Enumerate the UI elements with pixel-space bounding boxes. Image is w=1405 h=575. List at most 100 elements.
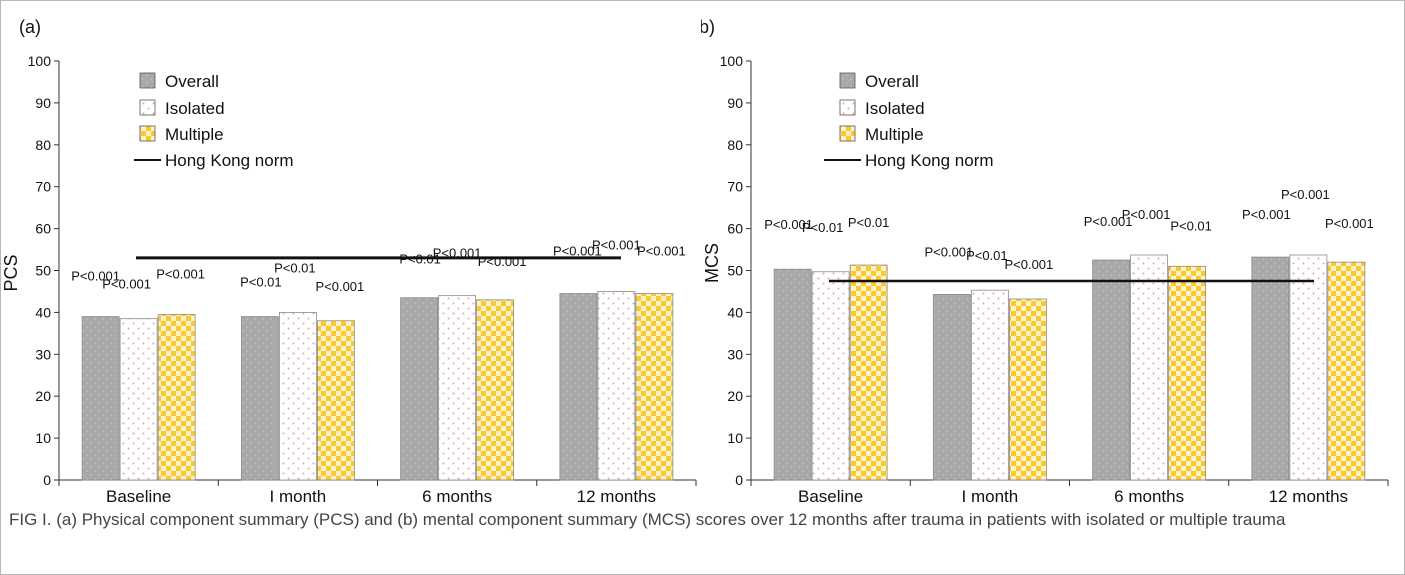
bar-multiple-1 (157, 314, 196, 481)
pvalue-label: P<0.001 (764, 217, 813, 232)
pvalue-label: P<0.001 (1084, 214, 1133, 229)
pvalue-label: P<0.01 (966, 248, 1008, 263)
pvalue-label: P<0.001 (553, 244, 602, 259)
x-tick-label: 12 months (1269, 487, 1348, 506)
pvalue-label: P<0.001 (71, 269, 120, 284)
x-tick-label: I month (962, 487, 1019, 506)
pvalue-label: P<0.01 (1170, 218, 1212, 233)
y-tick-label: 40 (35, 304, 51, 320)
legend: Overall Isolated Multiple Hong Kong norm (824, 72, 994, 170)
pvalue-label: P<0.001 (1325, 216, 1374, 231)
pvalue-label: P<0.001 (1122, 207, 1171, 222)
y-tick-label: 90 (727, 95, 743, 111)
legend-label-isolated: Isolated (865, 99, 925, 118)
bar-multiple-2 (1008, 298, 1047, 481)
pvalue-label: P<0.01 (802, 220, 844, 235)
bar-overall-4 (559, 293, 598, 481)
bar-overall-3 (400, 297, 439, 481)
y-tick-label: 30 (727, 346, 743, 362)
pvalue-label: P<0.001 (315, 279, 364, 294)
bar-multiple-1 (849, 264, 888, 481)
pvalue-label: P<0.001 (924, 244, 973, 259)
bar-isolated-3 (1130, 254, 1169, 481)
y-tick-label: 20 (727, 388, 743, 404)
legend-label-overall: Overall (865, 72, 919, 91)
pvalue-label: P<0.01 (240, 275, 282, 290)
bar-overall-1 (81, 316, 120, 481)
pvalue-label: P<0.001 (156, 266, 205, 281)
x-tick-label: Baseline (106, 487, 171, 506)
legend-label-isolated: Isolated (165, 99, 225, 118)
pvalue-label: P<0.01 (274, 260, 316, 275)
bar-overall-4 (1251, 256, 1290, 481)
pvalue-label: P<0.001 (102, 277, 151, 292)
y-tick-label: 60 (727, 221, 743, 237)
chart-panel-a: (a) PCS 0 10 20 30 40 50 60 70 80 90 100 Baseline I … (1, 17, 697, 506)
bar-isolated-1 (119, 318, 158, 481)
bar-isolated-2 (970, 289, 1009, 481)
legend-label-norm: Hong Kong norm (865, 151, 994, 170)
pvalue-label: P<0.01 (848, 215, 890, 230)
bar-overall-3 (1092, 259, 1131, 481)
y-tick-label: 90 (35, 95, 51, 111)
chart-panel-b: (b) MCS 0 10 20 30 40 50 60 70 80 90 100 Baseline I … (701, 17, 1389, 506)
y-axis-title: PCS (1, 254, 21, 291)
legend-swatch-isolated (839, 99, 856, 116)
legend: Overall Isolated Multiple Hong Kong norm (134, 72, 294, 170)
y-tick-label: 10 (35, 430, 51, 446)
bar-multiple-4 (635, 293, 674, 481)
legend-swatch-overall (139, 72, 156, 89)
legend-label-norm: Hong Kong norm (165, 151, 294, 170)
bar-multiple-3 (1168, 265, 1207, 481)
pvalue-label: P<0.001 (637, 244, 686, 259)
legend-label-multiple: Multiple (165, 125, 224, 144)
legend-label-multiple: Multiple (865, 125, 924, 144)
figure-caption: FIG I. (a) Physical component summary (P… (9, 510, 1286, 529)
y-tick-label: 100 (28, 53, 52, 69)
legend-swatch-isolated (139, 99, 156, 116)
y-tick-label: 50 (35, 263, 51, 279)
y-tick-label: 70 (727, 179, 743, 195)
x-tick-label: I month (270, 487, 327, 506)
y-tick-label: 30 (35, 346, 51, 362)
bar-overall-2 (240, 316, 279, 481)
y-tick-label: 20 (35, 388, 51, 404)
y-tick-label: 40 (727, 304, 743, 320)
y-tick-label: 80 (35, 137, 51, 153)
legend-swatch-multiple (139, 125, 156, 142)
bar-isolated-4 (1289, 254, 1328, 481)
y-tick-label: 70 (35, 179, 51, 195)
bar-isolated-3 (438, 295, 477, 481)
bar-isolated-1 (811, 271, 850, 481)
y-tick-label: 60 (35, 221, 51, 237)
pvalue-label: P<0.001 (592, 237, 641, 252)
x-tick-label: 12 months (577, 487, 656, 506)
bar-multiple-2 (316, 320, 355, 481)
panel-label: (b) (701, 17, 715, 37)
x-tick-label: Baseline (798, 487, 863, 506)
y-tick-label: 10 (727, 430, 743, 446)
bar-isolated-2 (278, 311, 317, 481)
y-axis-title: MCS (702, 243, 722, 283)
pvalue-label: P<0.001 (1004, 257, 1053, 272)
y-tick-label: 0 (735, 472, 743, 488)
legend-swatch-multiple (839, 125, 856, 142)
panel-label: (a) (19, 17, 41, 37)
bar-multiple-4 (1327, 261, 1366, 481)
bar-overall-1 (773, 268, 812, 481)
bar-isolated-4 (597, 291, 636, 481)
y-tick-label: 50 (727, 263, 743, 279)
bar-overall-2 (932, 293, 971, 481)
legend-swatch-overall (839, 72, 856, 89)
pvalue-label: P<0.001 (1281, 187, 1330, 202)
bar-multiple-3 (476, 299, 515, 481)
legend-label-overall: Overall (165, 72, 219, 91)
y-tick-label: 100 (720, 53, 744, 69)
x-tick-label: 6 months (1114, 487, 1184, 506)
pvalue-label: P<0.001 (1242, 207, 1291, 222)
y-tick-label: 0 (43, 472, 51, 488)
x-tick-label: 6 months (422, 487, 492, 506)
y-tick-label: 80 (727, 137, 743, 153)
pvalue-label: P<0.001 (478, 254, 527, 269)
